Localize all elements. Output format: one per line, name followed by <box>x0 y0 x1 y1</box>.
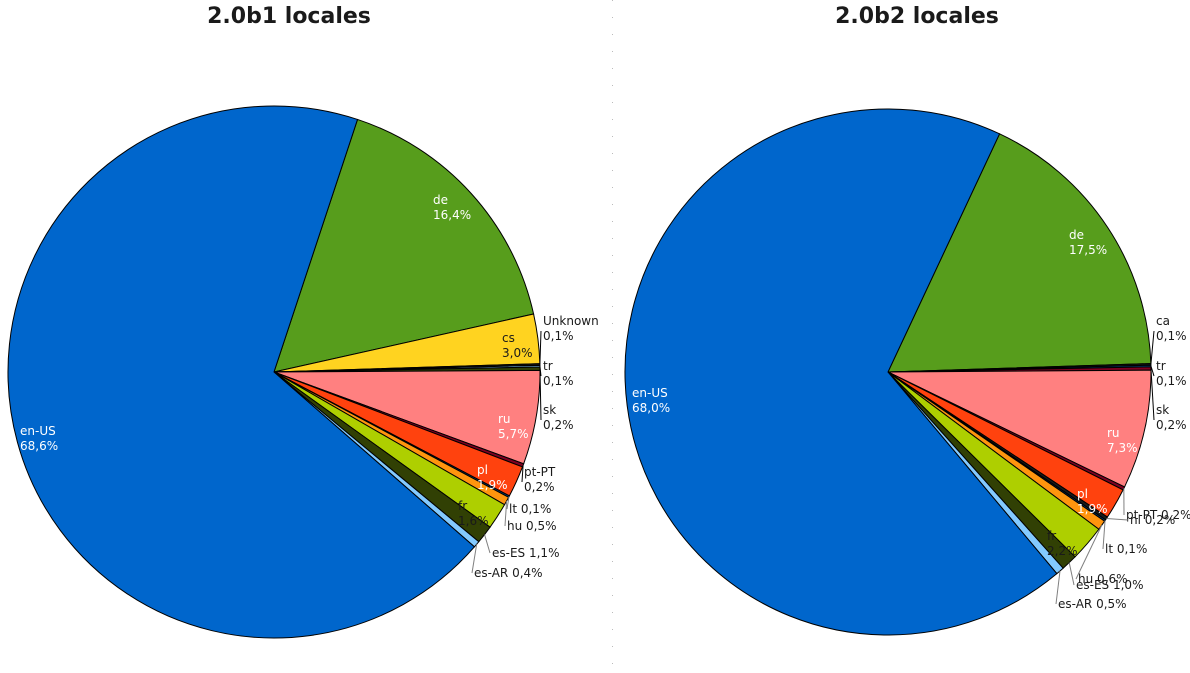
pie-chart-right: de 17,5% ca 0,1% tr 0,1% sk 0,2% ru 7,3% pt-PT 0,2… <box>624 108 1190 636</box>
slice-label-unknown: Unknown 0,1% <box>543 314 599 343</box>
pie-slice-en-us <box>7 105 476 639</box>
leader-line <box>1075 525 1103 580</box>
leader-line <box>1150 365 1155 377</box>
pie-slice-de <box>273 118 535 373</box>
leader-line <box>1150 330 1155 365</box>
slice-label-pt-pt: pt-PT 0,2% <box>524 465 556 494</box>
slice-label-fr: fr 1,6% <box>458 499 489 528</box>
slice-label-sk: sk 0,2% <box>543 403 574 432</box>
slice-label-tr: tr 0,1% <box>1156 359 1187 388</box>
chart-title-right: 2.0b2 locales <box>835 4 999 29</box>
slice-label-en-us: en-US 68,6% <box>20 424 58 453</box>
slice-label-nl: nl 0,2% <box>1130 513 1175 527</box>
slice-label-de: de 17,5% <box>1069 228 1107 257</box>
leader-line <box>1106 517 1129 521</box>
slice-label-cs: cs 3,0% <box>502 331 533 360</box>
leader-line <box>1150 368 1155 421</box>
slice-label-hu: hu 0,5% <box>507 519 557 533</box>
slice-label-de: de 16,4% <box>433 193 471 222</box>
pie-slice-en-us <box>624 108 1058 636</box>
slice-label-lt: lt 0,1% <box>1105 542 1147 556</box>
slice-label-pl: pl 1,9% <box>477 463 508 492</box>
leader-line <box>484 534 491 554</box>
leader-line <box>539 368 542 421</box>
slice-label-pt-pt: pt-PT 0,2% <box>1126 508 1190 522</box>
slice-label-es-es: es-ES 1,0% <box>1076 578 1143 592</box>
leader-line <box>1055 570 1061 605</box>
leader-line <box>506 496 510 510</box>
slice-label-ru: ru 5,7% <box>498 412 529 441</box>
slice-label-ru: ru 7,3% <box>1107 426 1138 455</box>
pie-slice-de <box>887 133 1152 373</box>
leader-line <box>504 501 508 527</box>
slice-label-es-ar: es-AR 0,4% <box>474 566 543 580</box>
slice-label-pl: pl 1,9% <box>1077 487 1108 516</box>
leader-line <box>1068 562 1075 586</box>
slice-label-sk: sk 0,2% <box>1156 403 1187 432</box>
leader-line <box>539 330 542 365</box>
leader-line <box>471 544 478 574</box>
pie-chart-left: de 16,4% cs 3,0% Unknown 0,1% tr 0,1% sk 0,2% ru 5,… <box>7 105 599 639</box>
leader-line <box>521 465 524 483</box>
slice-label-lt: lt 0,1% <box>509 502 551 516</box>
slice-label-ca: ca 0,1% <box>1156 314 1187 343</box>
slice-label-en-us: en-US 68,0% <box>632 386 670 415</box>
slice-label-es-ar: es-AR 0,5% <box>1058 597 1127 611</box>
slice-label-hu: hu 0,6% <box>1078 572 1128 586</box>
chart-divider <box>612 0 613 673</box>
slice-label-fr: fr 2,2% <box>1047 529 1078 558</box>
slice-label-es-es: es-ES 1,1% <box>492 546 559 560</box>
chart-title-left: 2.0b1 locales <box>207 4 371 29</box>
leader-line <box>1102 520 1106 550</box>
slice-label-tr: tr 0,1% <box>543 359 574 388</box>
